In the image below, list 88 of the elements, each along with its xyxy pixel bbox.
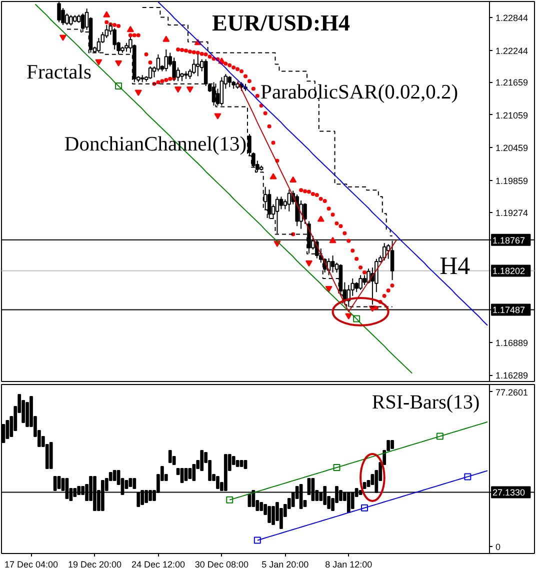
point: [162, 36, 170, 42]
x-tick-label: 30 Dec 08:00: [194, 560, 248, 570]
point: [254, 536, 261, 544]
bar: [180, 468, 184, 483]
bar: [390, 440, 394, 449]
y-tick-label: 1.19859: [496, 176, 528, 186]
point: [325, 286, 332, 292]
ref-line-label: 1.17487: [492, 305, 526, 316]
y-tick-label: 1.21059: [496, 110, 528, 120]
point: [345, 313, 352, 320]
bar: [128, 478, 132, 487]
candlestick: [192, 58, 196, 75]
candlestick: [287, 189, 292, 212]
candlestick: [65, 12, 69, 26]
bar: [6, 420, 10, 439]
bar: [260, 502, 264, 511]
point: [290, 176, 297, 183]
candlestick: [69, 14, 73, 26]
bar: [112, 470, 116, 481]
candlestick: [279, 196, 284, 210]
candlestick: [330, 255, 335, 273]
point: [317, 216, 324, 222]
bar: [362, 482, 366, 489]
candlestick: [220, 76, 224, 106]
candlestick: [382, 242, 386, 261]
point: [174, 86, 182, 93]
candlestick: [156, 54, 160, 72]
point: [226, 496, 234, 504]
point: [59, 34, 66, 41]
x-tick-label: 5 Jan 20:00: [262, 560, 309, 570]
y-tick-label: 0: [496, 542, 501, 552]
bar: [168, 450, 172, 463]
bar: [272, 506, 275, 525]
y-tick-label: 1.21659: [496, 78, 528, 88]
x-tick-label: 8 Jan 12:00: [325, 560, 372, 570]
x-tick-label: 17 Dec 04:00: [4, 560, 58, 570]
ref-line-label: 1.18767: [492, 235, 526, 246]
bar: [240, 460, 244, 467]
y-tick-label: 77.2601: [496, 387, 528, 398]
candlestick: [354, 282, 358, 293]
y-tick-label: 1.16289: [496, 370, 528, 381]
candlestick: [267, 189, 272, 219]
candlestick: [164, 48, 168, 72]
y-tick-label: 1.16889: [496, 338, 528, 348]
annotation: H4: [440, 253, 471, 280]
point: [103, 11, 110, 18]
bar: [184, 468, 188, 481]
series-label: Fractals: [26, 62, 92, 84]
candlestick: [358, 274, 362, 290]
bar: [49, 442, 53, 469]
point: [95, 59, 102, 66]
bar: [216, 476, 220, 489]
bar: [192, 464, 196, 481]
ref-line-label: 27.1330: [492, 488, 526, 498]
point: [186, 86, 194, 93]
y-tick-label: 1.19274: [496, 208, 528, 218]
point: [126, 26, 134, 32]
point: [270, 173, 277, 180]
chart-title: EUR/USD:H4: [212, 10, 351, 36]
candlestick: [212, 82, 216, 106]
bar: [132, 478, 136, 489]
series-label: ParabolicSAR(0.02,0.2): [260, 82, 458, 104]
chart-title: RSI-Bars(13): [372, 391, 480, 414]
candlestick: [228, 76, 232, 88]
x-tick-label: 24 Dec 12:00: [131, 560, 185, 570]
point: [115, 60, 122, 67]
ref-line-label: 1.18202: [492, 266, 526, 276]
candlestick: [148, 66, 152, 80]
bar: [188, 468, 192, 479]
bar: [236, 460, 240, 467]
candlestick: [299, 200, 303, 230]
point: [305, 260, 312, 267]
point: [214, 113, 222, 120]
y-tick-label: 1.22244: [496, 46, 528, 56]
candlestick: [263, 186, 268, 210]
point: [329, 236, 336, 244]
bar: [244, 460, 248, 469]
candlestick: [303, 202, 307, 224]
bar: [268, 506, 271, 523]
candlestick: [275, 196, 280, 234]
bar: [57, 476, 61, 489]
point: [134, 90, 142, 96]
candlestick: [104, 24, 109, 39]
bar: [200, 450, 204, 471]
x-tick-label: 19 Dec 20:00: [68, 560, 122, 570]
y-tick-label: 1.20459: [496, 143, 528, 154]
candlestick: [362, 274, 366, 286]
y-tick-label: 1.22844: [496, 13, 528, 24]
